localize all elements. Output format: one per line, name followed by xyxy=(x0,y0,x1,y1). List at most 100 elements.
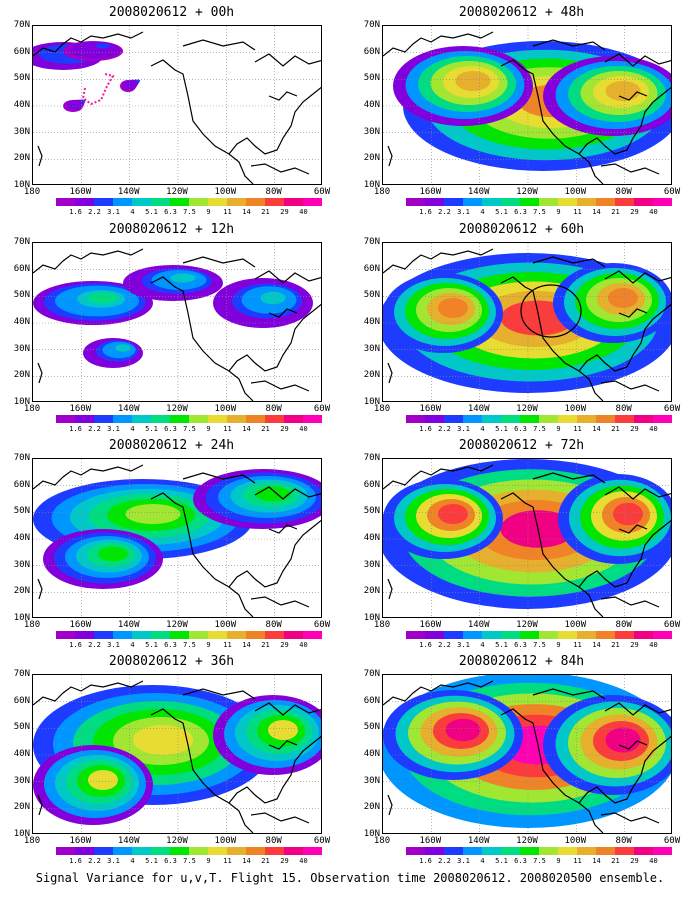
colorbar-label: 3.1 xyxy=(457,857,470,865)
colorbar-swatch xyxy=(132,415,151,423)
colorbar-label: 9 xyxy=(556,425,561,433)
lon-tick-label: 60W xyxy=(313,836,331,846)
lon-tick-label: 180 xyxy=(373,620,391,630)
lat-tick-label: 50N xyxy=(13,290,30,301)
colorbar-label: 29 xyxy=(630,641,639,649)
panel-title: 2008020612 + 36h xyxy=(108,654,235,669)
colorbar-swatch xyxy=(94,631,113,639)
colorbar xyxy=(56,631,322,639)
colorbar-swatch xyxy=(577,631,596,639)
panel-title: 2008020612 + 72h xyxy=(458,438,585,453)
lat-tick-label: 20N xyxy=(13,802,30,813)
lat-tick-label: 60N xyxy=(13,263,30,274)
variance-contour xyxy=(445,718,481,742)
lon-tick-label: 80W xyxy=(265,404,282,414)
colorbar-swatch xyxy=(577,198,596,206)
map-panel: 2008020612 + 00h 70N 60N 50N 40N 30N 20N 10N 180… xyxy=(4,5,339,216)
colorbar-label: 7.5 xyxy=(183,857,196,865)
colorbar-swatch xyxy=(227,198,246,206)
colorbar-swatch xyxy=(75,847,94,855)
colorbar-label: 1.6 xyxy=(419,857,432,865)
lat-tick-label: 10N xyxy=(13,613,30,623)
lat-tick-label: 40N xyxy=(13,533,30,543)
colorbar-swatch xyxy=(303,631,322,639)
panel-title: 2008020612 + 12h xyxy=(108,222,235,237)
colorbar-swatch xyxy=(501,631,520,639)
lon-tick-label: 60W xyxy=(313,620,331,630)
colorbar-label: 2.2 xyxy=(438,857,451,865)
lon-tick-label: 160W xyxy=(419,836,442,846)
colorbar-swatch xyxy=(56,415,75,423)
colorbar-swatch xyxy=(132,631,151,639)
lat-tick-label: 60N xyxy=(363,479,380,490)
colorbar-label: 2.2 xyxy=(438,208,451,216)
colorbar-swatch xyxy=(615,847,634,855)
colorbar-swatch xyxy=(444,847,463,855)
colorbar-swatch xyxy=(482,415,501,423)
lat-tick-label: 40N xyxy=(13,100,30,110)
lon-tick-label: 120W xyxy=(516,404,538,414)
lat-tick-label: 10N xyxy=(363,613,380,623)
colorbar-label: 29 xyxy=(630,857,639,865)
lon-tick-label: 80W xyxy=(265,836,282,846)
lat-tick-label: 40N xyxy=(363,749,380,759)
lat-tick-label: 10N xyxy=(13,397,30,407)
variance-field xyxy=(33,675,321,833)
lon-tick-label: 120W xyxy=(166,187,188,197)
colorbar-label: 40 xyxy=(649,208,658,216)
lat-tick-label: 60N xyxy=(363,695,380,706)
map-panel: 2008020612 + 48h 70N 60N 50N 40N 30N 20N 10N 180… xyxy=(354,5,689,216)
lat-tick-label: 30N xyxy=(363,775,380,786)
colorbar-label: 5.1 xyxy=(495,857,508,865)
lon-tick-label: 60W xyxy=(663,836,681,846)
colorbar-swatch xyxy=(189,631,208,639)
lon-tick-label: 80W xyxy=(615,404,632,414)
variance-contour xyxy=(613,502,643,526)
colorbar-swatch xyxy=(615,631,634,639)
colorbar-label: 1.6 xyxy=(69,208,82,216)
colorbar-label: 3.1 xyxy=(457,641,470,649)
lon-tick-label: 80W xyxy=(265,187,282,197)
lat-tick-label: 70N xyxy=(13,453,30,463)
colorbar-label: 11 xyxy=(223,857,232,865)
variance-contour xyxy=(98,546,128,562)
lat-tick-label: 20N xyxy=(363,802,380,813)
lon-tick-label: 100W xyxy=(214,620,237,630)
colorbar-label: 11 xyxy=(573,425,582,433)
lon-tick-label: 140W xyxy=(117,404,140,414)
colorbar-swatch xyxy=(170,631,189,639)
lon-tick-label: 80W xyxy=(615,187,632,197)
map-panel: 2008020612 + 12h 70N 60N 50N 40N 30N 20N 10N 180… xyxy=(4,222,339,433)
colorbar-swatch xyxy=(596,415,615,423)
colorbar-label: 7.5 xyxy=(183,208,196,216)
colorbar-swatch xyxy=(170,847,189,855)
lat-tick-label: 70N xyxy=(363,20,380,30)
colorbar-swatch xyxy=(94,847,113,855)
colorbar-label: 3.1 xyxy=(107,425,120,433)
colorbar-swatch xyxy=(539,631,558,639)
colorbar-swatch xyxy=(558,198,577,206)
coastline xyxy=(33,464,321,617)
coastline xyxy=(383,31,671,184)
colorbar-swatch xyxy=(520,198,539,206)
colorbar-label: 1.6 xyxy=(69,641,82,649)
colorbar-swatch xyxy=(94,198,113,206)
variance-field xyxy=(383,243,671,401)
colorbar-swatch xyxy=(615,415,634,423)
map-panel: 2008020612 + 60h 70N 60N 50N 40N 30N 20N 10N 180… xyxy=(354,222,689,433)
colorbar-label: 5.1 xyxy=(145,208,158,216)
lat-tick-label: 60N xyxy=(13,46,30,57)
colorbar-label: 21 xyxy=(261,641,270,649)
colorbar-label: 40 xyxy=(299,857,308,865)
colorbar-label: 21 xyxy=(611,641,620,649)
lat-tick-label: 40N xyxy=(13,749,30,759)
lat-tick-label: 30N xyxy=(13,775,30,786)
colorbar-label: 4 xyxy=(480,425,485,433)
variance-field xyxy=(33,243,321,401)
lon-tick-label: 120W xyxy=(516,620,538,630)
lon-tick-label: 80W xyxy=(265,620,282,630)
lon-tick-label: 180 xyxy=(23,404,41,414)
colorbar xyxy=(406,198,672,206)
colorbar-swatch xyxy=(653,198,672,206)
colorbar-swatch xyxy=(227,631,246,639)
